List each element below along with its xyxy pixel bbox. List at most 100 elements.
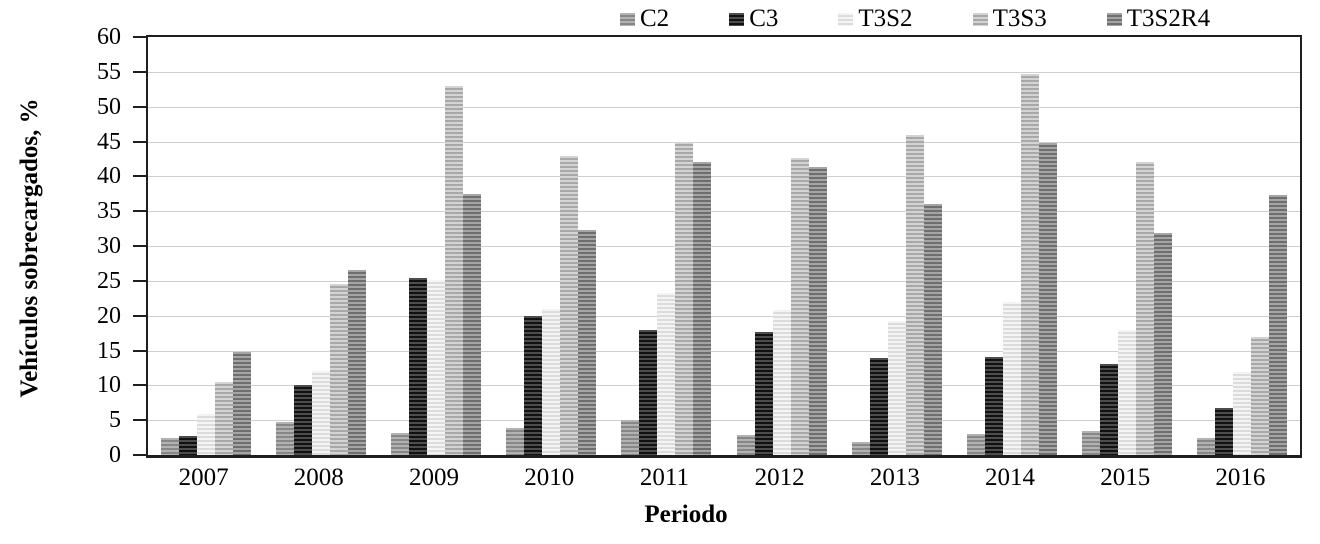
bar-t3s3-2014 <box>1020 73 1039 455</box>
y-axis-title: Vehículos sobrecargados, % <box>16 98 43 398</box>
bar-t3s3-2007 <box>214 381 233 455</box>
x-axis-title: Periodo <box>644 501 728 528</box>
gridline-55 <box>148 71 1300 73</box>
x-axis-tick-label-2011: 2011 <box>639 464 689 491</box>
bar-t3s2r4-2013 <box>923 204 942 455</box>
bar-group-2009 <box>378 37 493 455</box>
y-axis-tick-label-30: 30 <box>97 233 121 259</box>
x-axis-tick-label-2014: 2014 <box>985 464 1036 491</box>
y-axis-tick-30 <box>133 245 146 247</box>
bar-group-2016 <box>1185 37 1300 455</box>
y-axis-tick-50 <box>133 105 146 108</box>
bar-group-2013 <box>839 37 954 455</box>
legend-item-c2: C2 <box>620 5 669 33</box>
bar-c3-2016 <box>1215 408 1234 455</box>
bar-c3-2014 <box>984 356 1003 455</box>
legend-swatch-icon <box>972 12 988 26</box>
y-axis-tick-label-50: 50 <box>97 93 121 120</box>
x-axis-tick-label-2009: 2009 <box>409 464 459 491</box>
legend-swatch-icon <box>729 12 745 26</box>
bar-group-2007 <box>148 37 263 455</box>
bar-t3s2r4-2014 <box>1038 142 1057 455</box>
gridline-10 <box>148 385 1300 387</box>
y-axis-tick-label-45: 45 <box>97 128 121 155</box>
legend-item-t3s2: T3S2 <box>838 5 913 33</box>
bar-t3s2r4-2008 <box>347 269 366 455</box>
y-axis-tick-label-0: 0 <box>109 442 121 468</box>
bar-c3-2007 <box>178 436 197 455</box>
bar-c2-2008 <box>275 421 294 455</box>
bar-c3-2013 <box>869 358 888 455</box>
legend-label: C2 <box>640 5 670 32</box>
y-axis-tick-label-25: 25 <box>97 267 121 294</box>
y-axis-tick-label-35: 35 <box>97 198 121 225</box>
bar-t3s2r4-2012 <box>808 166 827 455</box>
bar-c3-2010 <box>524 315 543 455</box>
legend-swatch-icon <box>620 12 635 26</box>
y-axis-tick-35 <box>133 210 146 213</box>
bar-c2-2014 <box>966 434 985 455</box>
bar-t3s2r4-2016 <box>1269 195 1288 455</box>
gridline-20 <box>148 315 1300 317</box>
legend-swatch-icon <box>1106 12 1122 26</box>
legend-item-t3s3: T3S3 <box>972 5 1047 33</box>
legend-label: T3S3 <box>992 5 1047 32</box>
legend-swatch-icon <box>838 12 854 26</box>
x-axis-tick-label-2016: 2016 <box>1215 464 1266 491</box>
y-axis-tick-label-55: 55 <box>97 58 121 85</box>
bar-c2-2011 <box>621 420 640 455</box>
bar-t3s2-2016 <box>1233 372 1252 455</box>
bar-group-2014 <box>954 37 1069 455</box>
bar-c2-2015 <box>1082 431 1101 455</box>
bar-c2-2007 <box>160 437 179 455</box>
bar-group-2012 <box>724 37 839 455</box>
gridline-30 <box>148 246 1300 247</box>
bar-t3s3-2016 <box>1251 337 1270 455</box>
y-axis-tick-25 <box>133 279 146 282</box>
bar-c3-2008 <box>293 384 312 455</box>
bar-t3s2r4-2010 <box>578 229 597 455</box>
gridline-25 <box>148 280 1300 282</box>
bar-t3s2r4-2015 <box>1154 233 1173 455</box>
bar-t3s2r4-2011 <box>693 162 712 455</box>
y-axis-tick-label-60: 60 <box>97 24 121 50</box>
y-axis-tick-5 <box>133 419 146 422</box>
bar-t3s3-2011 <box>675 142 694 455</box>
bar-t3s2r4-2007 <box>232 351 251 455</box>
gridline-45 <box>148 141 1300 143</box>
legend-label: T3S2R4 <box>1126 5 1211 32</box>
y-axis-tick-10 <box>133 384 146 387</box>
gridline-50 <box>148 106 1300 108</box>
bar-t3s2-2010 <box>542 309 561 455</box>
y-axis-tick-label-5: 5 <box>109 407 121 434</box>
x-axis-tick-label-2007: 2007 <box>178 464 229 491</box>
bar-t3s2-2014 <box>1002 302 1021 455</box>
bar-c3-2015 <box>1100 364 1119 455</box>
bar-group-2015 <box>1070 37 1185 455</box>
bar-t3s3-2009 <box>444 85 463 455</box>
gridline-15 <box>148 350 1300 352</box>
gridline-35 <box>148 211 1300 213</box>
y-axis-tick-0 <box>133 454 146 456</box>
y-axis-tick-label-20: 20 <box>97 302 121 329</box>
plot-area: 0 5 10 15 20 25 30 35 40 45 50 55 60 <box>97 25 1302 467</box>
bar-t3s3-2008 <box>329 284 348 455</box>
x-axis-tick-label-2015: 2015 <box>1100 464 1151 491</box>
x-axis-tick-labels: 2007 2008 2009 2010 2011 2012 2013 2014 2015 2016 <box>146 464 1298 492</box>
y-axis-tick-label-15: 15 <box>97 337 121 364</box>
bar-t3s2-2009 <box>426 280 445 455</box>
x-axis-tick-label-2013: 2013 <box>869 464 920 491</box>
bar-t3s3-2015 <box>1136 161 1155 455</box>
legend-label: C3 <box>749 5 779 32</box>
gridline-40 <box>148 176 1300 178</box>
bar-c2-2010 <box>506 427 525 455</box>
gridline-5 <box>148 420 1300 422</box>
bar-group-2008 <box>263 37 378 455</box>
chart-legend: C2 C3 T3S2 T3S3 T3S2R4 <box>620 5 1210 33</box>
y-axis-tick-60 <box>133 36 146 38</box>
bar-group-2011 <box>609 37 724 455</box>
bar-t3s3-2012 <box>790 158 809 455</box>
y-axis-tick-55 <box>133 70 146 73</box>
bar-c3-2011 <box>639 329 658 455</box>
